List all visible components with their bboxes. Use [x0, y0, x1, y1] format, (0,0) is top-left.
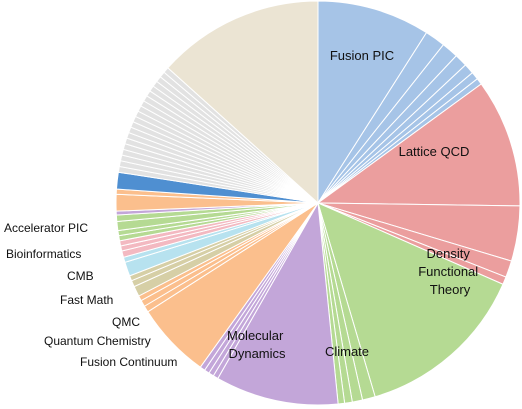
label-qmc: QMC — [112, 315, 140, 329]
label-fusion-pic: Fusion PIC — [330, 48, 394, 63]
label-dft: Density Functional Theory — [418, 246, 482, 297]
pie-slice-0 — [317, 0, 428, 205]
pie-slice-61 — [167, 0, 319, 205]
pie-slice-16 — [217, 201, 339, 406]
pie-slice-7 — [316, 83, 521, 207]
label-fusion-continuum: Fusion Continuum — [80, 355, 177, 369]
label-accelerator-pic: Accelerator PIC — [4, 221, 88, 235]
label-quantum-chemistry: Quantum Chemistry — [44, 334, 151, 348]
label-lattice-qcd: Lattice QCD — [399, 144, 470, 159]
label-molecular-dynamics: Molecular Dynamics — [227, 328, 287, 361]
label-bioinformatics: Bioinformatics — [6, 247, 81, 261]
label-fast-math: Fast Math — [60, 293, 113, 307]
label-cmb: CMB — [67, 269, 94, 283]
pie-slices — [115, 0, 521, 406]
pie-slice-11 — [317, 202, 504, 398]
label-climate: Climate — [325, 344, 369, 359]
